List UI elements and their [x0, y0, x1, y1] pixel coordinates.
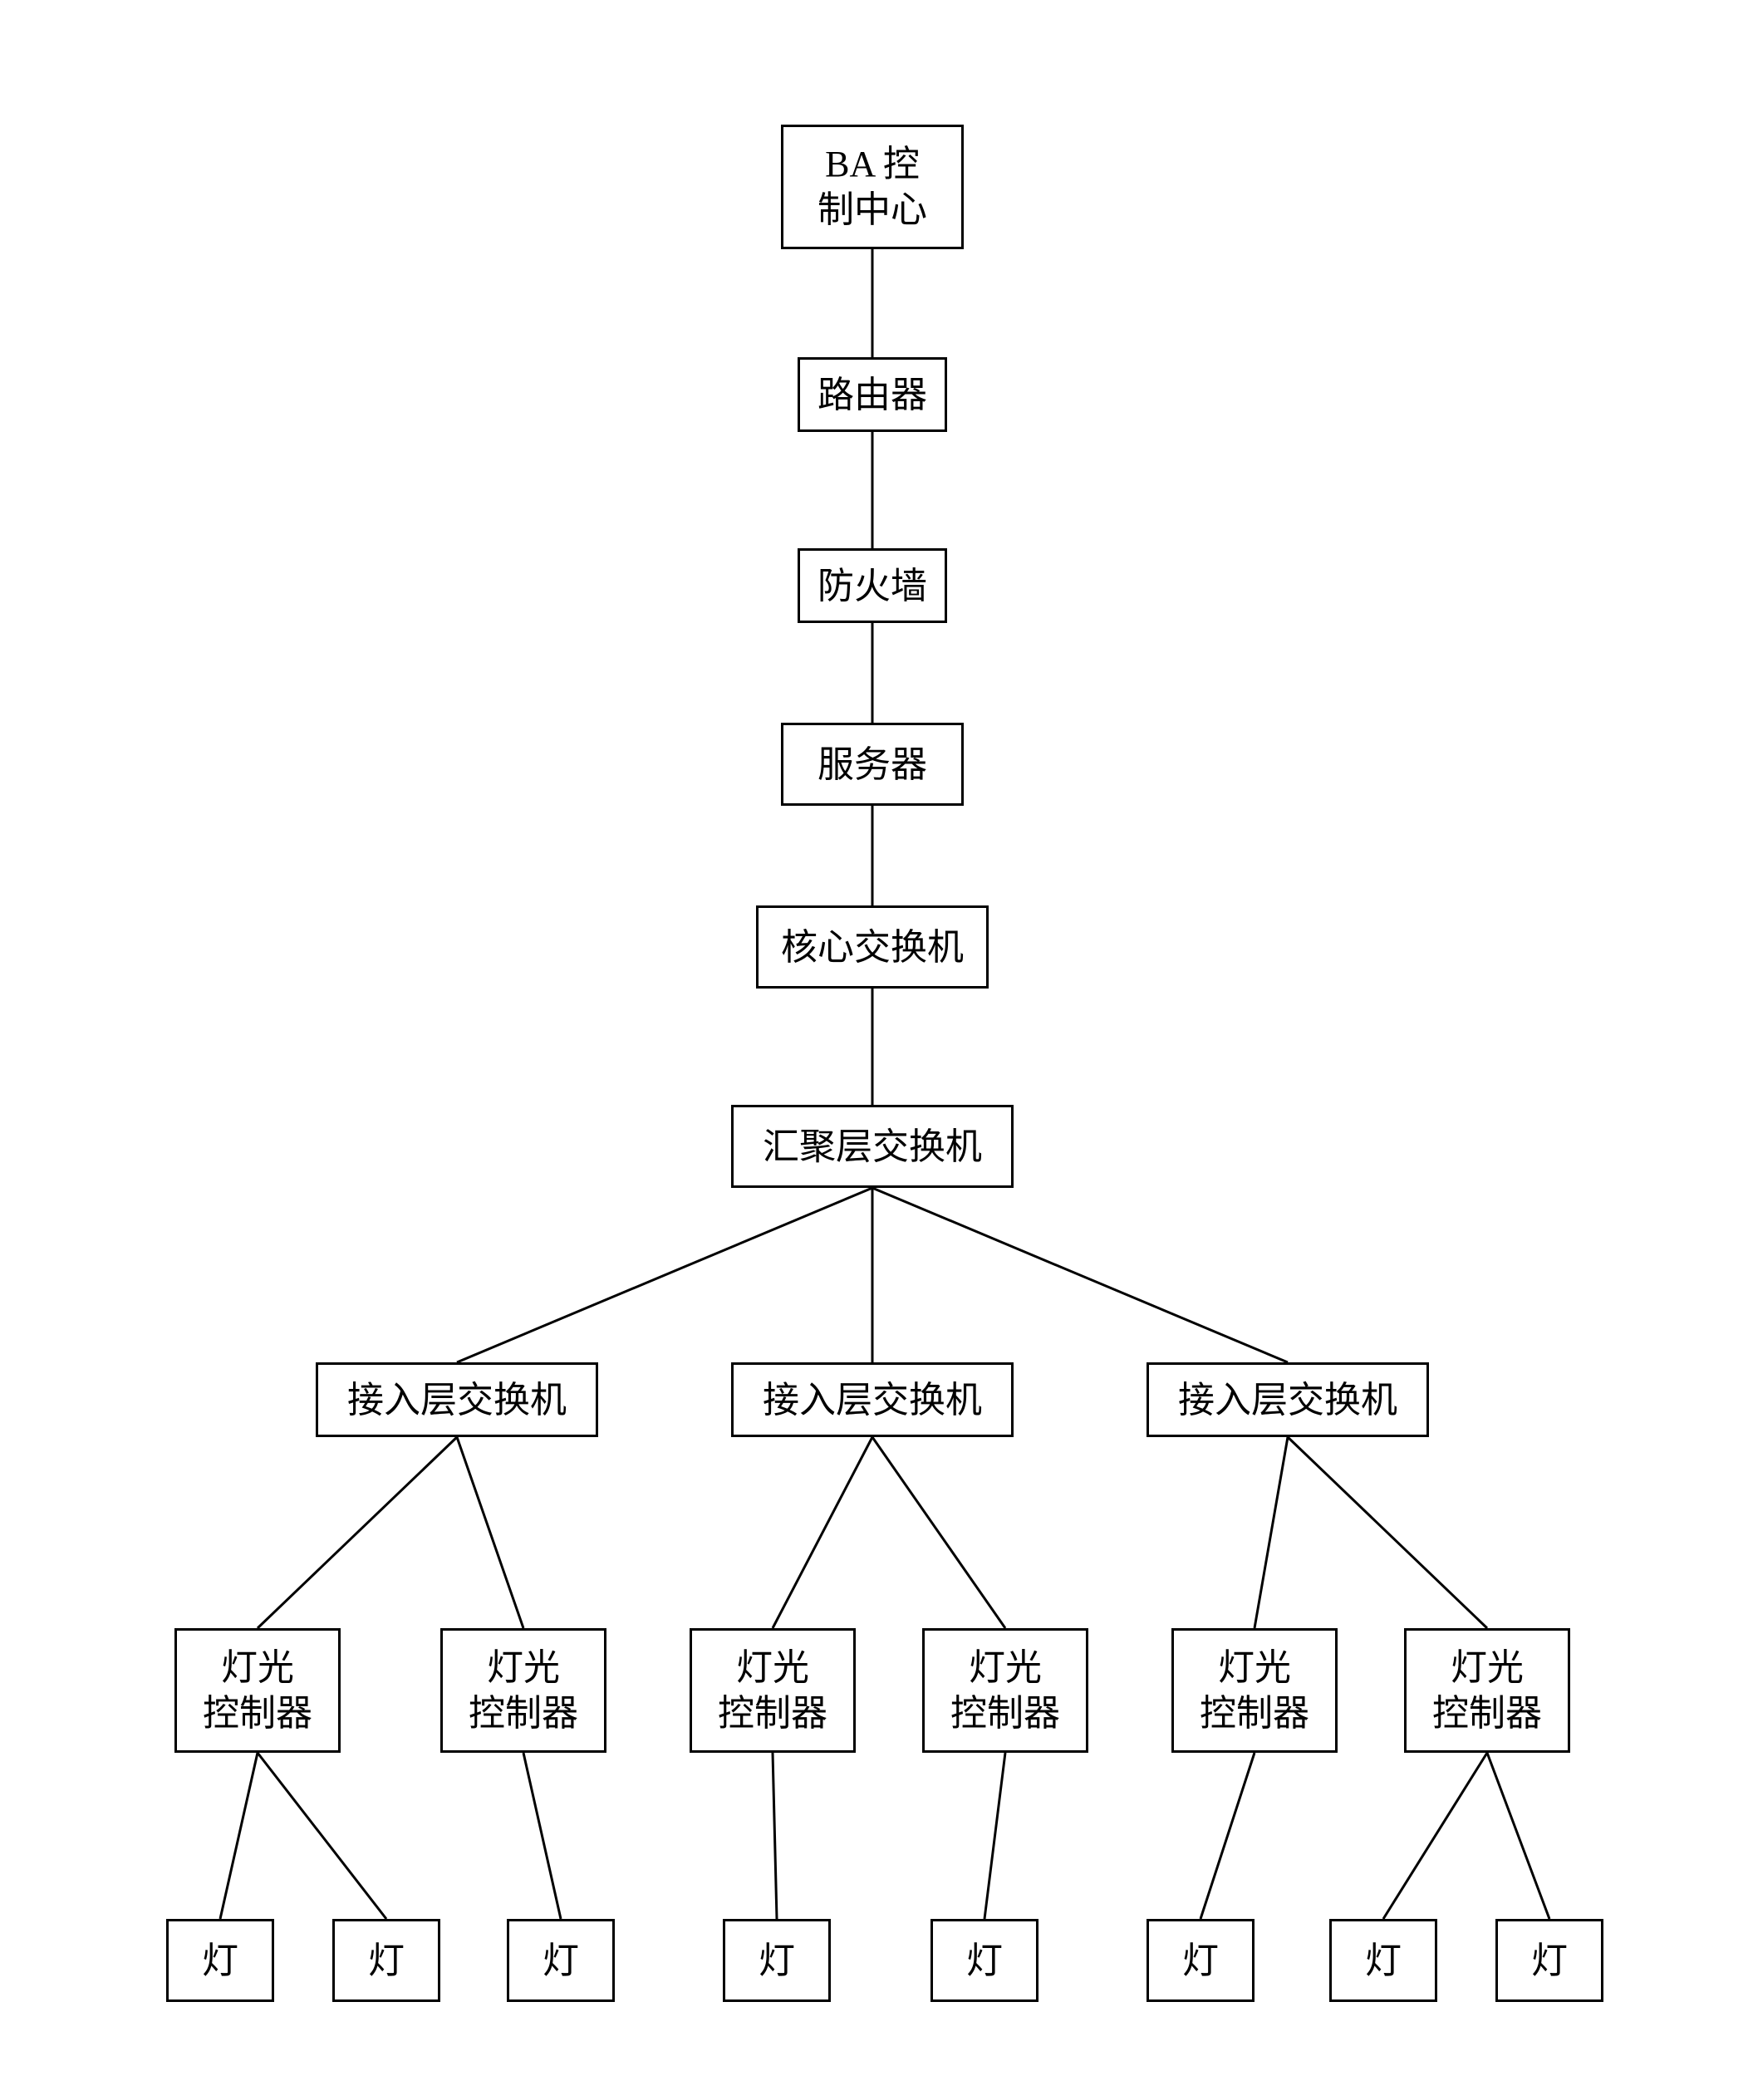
diagram-node: 防火墙 — [798, 548, 947, 623]
node-label: 灯 — [966, 1938, 1003, 1984]
edge — [1383, 1753, 1487, 1919]
diagram-node: 灯 — [166, 1919, 274, 2002]
node-label: BA 控 制中心 — [818, 141, 927, 233]
diagram-node: 灯光 控制器 — [1404, 1628, 1570, 1753]
diagram-node: 灯 — [1147, 1919, 1255, 2002]
edge — [1487, 1753, 1549, 1919]
edge — [220, 1753, 258, 1919]
node-label: 汇聚层交换机 — [763, 1124, 982, 1170]
node-label: 灯 — [543, 1938, 579, 1984]
node-label: 灯 — [1531, 1938, 1568, 1984]
diagram-node: 服务器 — [781, 723, 964, 806]
node-label: 路由器 — [818, 372, 927, 418]
node-label: 灯光 控制器 — [203, 1645, 312, 1736]
node-label: 灯光 控制器 — [950, 1645, 1060, 1736]
node-label: 灯 — [1365, 1938, 1402, 1984]
node-label: 灯光 控制器 — [718, 1645, 827, 1736]
node-label: 接入层交换机 — [763, 1377, 982, 1423]
node-label: 灯 — [759, 1938, 795, 1984]
edge — [457, 1188, 872, 1362]
diagram-node: 灯 — [1495, 1919, 1603, 2002]
edge — [258, 1753, 386, 1919]
diagram-node: BA 控 制中心 — [781, 125, 964, 249]
diagram-node: 灯光 控制器 — [1171, 1628, 1338, 1753]
diagram-node: 灯 — [723, 1919, 831, 2002]
node-label: 接入层交换机 — [1178, 1377, 1397, 1423]
diagram-node: 灯 — [930, 1919, 1038, 2002]
diagram-node: 接入层交换机 — [316, 1362, 598, 1437]
node-label: 防火墙 — [818, 563, 927, 609]
edge — [872, 1437, 1005, 1628]
diagram-node: 灯 — [332, 1919, 440, 2002]
node-label: 灯 — [368, 1938, 405, 1984]
edge — [457, 1437, 523, 1628]
edge — [1288, 1437, 1487, 1628]
edge — [984, 1753, 1005, 1919]
diagram-node: 路由器 — [798, 357, 947, 432]
edge — [1201, 1753, 1255, 1919]
diagram-node: 灯光 控制器 — [690, 1628, 856, 1753]
node-label: 服务器 — [818, 742, 927, 788]
diagram-node: 接入层交换机 — [1147, 1362, 1429, 1437]
edges-layer — [0, 0, 1748, 2100]
node-label: 灯 — [202, 1938, 238, 1984]
node-label: 灯 — [1182, 1938, 1219, 1984]
edge — [872, 1188, 1288, 1362]
node-label: 灯光 控制器 — [469, 1645, 578, 1736]
edge — [258, 1437, 457, 1628]
diagram-node: 灯光 控制器 — [922, 1628, 1088, 1753]
node-label: 灯光 控制器 — [1200, 1645, 1309, 1736]
diagram-node: 灯光 控制器 — [174, 1628, 341, 1753]
diagram-node: 接入层交换机 — [731, 1362, 1014, 1437]
diagram-node: 核心交换机 — [756, 905, 989, 989]
node-label: 接入层交换机 — [347, 1377, 567, 1423]
diagram-node: 灯 — [507, 1919, 615, 2002]
edge — [523, 1753, 561, 1919]
node-label: 灯光 控制器 — [1432, 1645, 1542, 1736]
node-label: 核心交换机 — [781, 925, 964, 970]
diagram-node: 灯光 控制器 — [440, 1628, 606, 1753]
edge — [773, 1437, 872, 1628]
edge — [1255, 1437, 1288, 1628]
diagram-node: 汇聚层交换机 — [731, 1105, 1014, 1188]
edge — [773, 1753, 777, 1919]
diagram-node: 灯 — [1329, 1919, 1437, 2002]
